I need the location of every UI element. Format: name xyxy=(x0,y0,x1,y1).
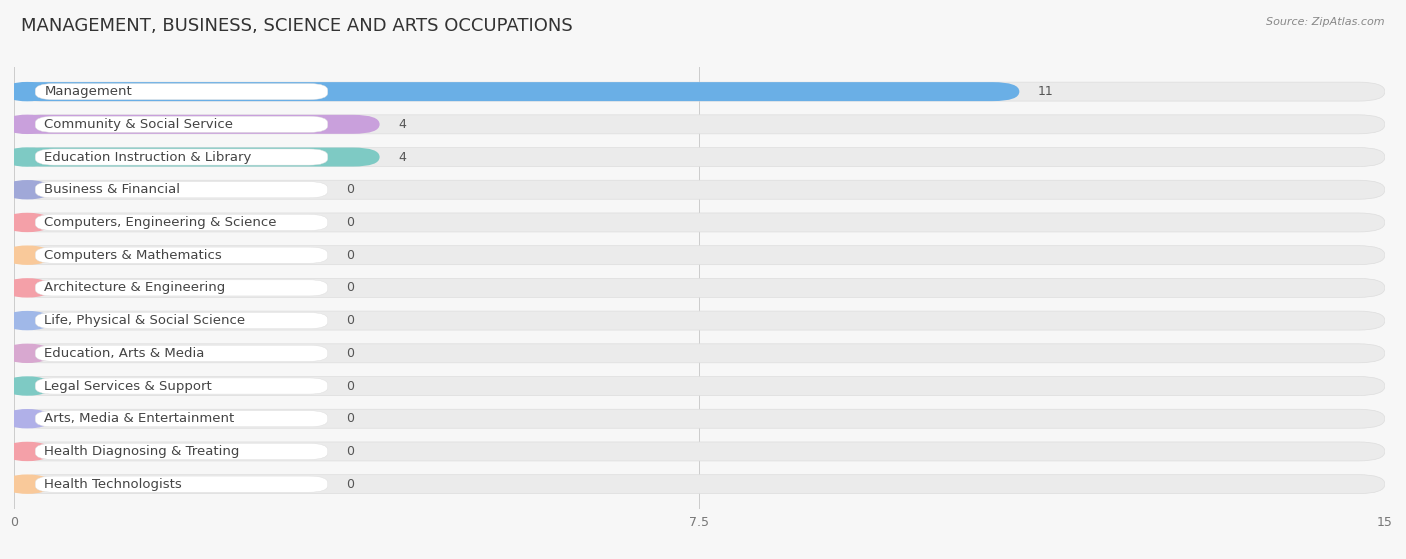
FancyBboxPatch shape xyxy=(35,312,328,329)
FancyBboxPatch shape xyxy=(14,115,380,134)
Text: 0: 0 xyxy=(346,183,354,196)
FancyBboxPatch shape xyxy=(35,411,328,427)
Text: 11: 11 xyxy=(1038,85,1053,98)
Text: Life, Physical & Social Science: Life, Physical & Social Science xyxy=(45,314,246,327)
FancyBboxPatch shape xyxy=(14,311,1385,330)
Circle shape xyxy=(3,115,52,134)
Text: 0: 0 xyxy=(346,445,354,458)
Circle shape xyxy=(3,148,52,166)
Text: 0: 0 xyxy=(346,314,354,327)
Text: 0: 0 xyxy=(346,347,354,360)
Text: 0: 0 xyxy=(346,216,354,229)
FancyBboxPatch shape xyxy=(35,215,328,230)
Text: 0: 0 xyxy=(346,380,354,392)
Circle shape xyxy=(3,83,52,101)
Text: Source: ZipAtlas.com: Source: ZipAtlas.com xyxy=(1267,17,1385,27)
FancyBboxPatch shape xyxy=(35,116,328,132)
FancyBboxPatch shape xyxy=(14,115,1385,134)
Text: 0: 0 xyxy=(346,477,354,491)
Circle shape xyxy=(3,181,52,199)
FancyBboxPatch shape xyxy=(14,344,1385,363)
Text: Health Technologists: Health Technologists xyxy=(45,477,183,491)
FancyBboxPatch shape xyxy=(35,149,328,165)
Text: 0: 0 xyxy=(346,412,354,425)
FancyBboxPatch shape xyxy=(35,182,328,198)
Text: Management: Management xyxy=(45,85,132,98)
FancyBboxPatch shape xyxy=(35,476,328,492)
Circle shape xyxy=(3,442,52,461)
FancyBboxPatch shape xyxy=(14,82,1019,101)
Text: 0: 0 xyxy=(346,249,354,262)
FancyBboxPatch shape xyxy=(14,213,1385,232)
FancyBboxPatch shape xyxy=(14,148,1385,167)
Circle shape xyxy=(3,475,52,493)
Text: Architecture & Engineering: Architecture & Engineering xyxy=(45,281,225,295)
Circle shape xyxy=(3,279,52,297)
Circle shape xyxy=(3,311,52,330)
Circle shape xyxy=(3,410,52,428)
Text: 4: 4 xyxy=(398,118,406,131)
FancyBboxPatch shape xyxy=(14,148,380,167)
Text: 0: 0 xyxy=(346,281,354,295)
Text: 4: 4 xyxy=(398,150,406,164)
Text: Business & Financial: Business & Financial xyxy=(45,183,180,196)
Circle shape xyxy=(3,214,52,231)
FancyBboxPatch shape xyxy=(35,280,328,296)
FancyBboxPatch shape xyxy=(14,377,1385,396)
Text: Arts, Media & Entertainment: Arts, Media & Entertainment xyxy=(45,412,235,425)
Text: Education Instruction & Library: Education Instruction & Library xyxy=(45,150,252,164)
Text: Education, Arts & Media: Education, Arts & Media xyxy=(45,347,205,360)
FancyBboxPatch shape xyxy=(35,443,328,459)
FancyBboxPatch shape xyxy=(14,475,1385,494)
FancyBboxPatch shape xyxy=(14,82,1385,101)
Text: Computers & Mathematics: Computers & Mathematics xyxy=(45,249,222,262)
FancyBboxPatch shape xyxy=(14,409,1385,428)
FancyBboxPatch shape xyxy=(14,180,1385,199)
Circle shape xyxy=(3,344,52,362)
Text: Computers, Engineering & Science: Computers, Engineering & Science xyxy=(45,216,277,229)
Text: Community & Social Service: Community & Social Service xyxy=(45,118,233,131)
FancyBboxPatch shape xyxy=(35,83,328,100)
FancyBboxPatch shape xyxy=(35,247,328,263)
Circle shape xyxy=(3,246,52,264)
FancyBboxPatch shape xyxy=(14,442,1385,461)
Circle shape xyxy=(3,377,52,395)
FancyBboxPatch shape xyxy=(35,345,328,361)
Text: Health Diagnosing & Treating: Health Diagnosing & Treating xyxy=(45,445,240,458)
Text: Legal Services & Support: Legal Services & Support xyxy=(45,380,212,392)
FancyBboxPatch shape xyxy=(35,378,328,394)
FancyBboxPatch shape xyxy=(14,246,1385,264)
Text: MANAGEMENT, BUSINESS, SCIENCE AND ARTS OCCUPATIONS: MANAGEMENT, BUSINESS, SCIENCE AND ARTS O… xyxy=(21,17,572,35)
FancyBboxPatch shape xyxy=(14,278,1385,297)
